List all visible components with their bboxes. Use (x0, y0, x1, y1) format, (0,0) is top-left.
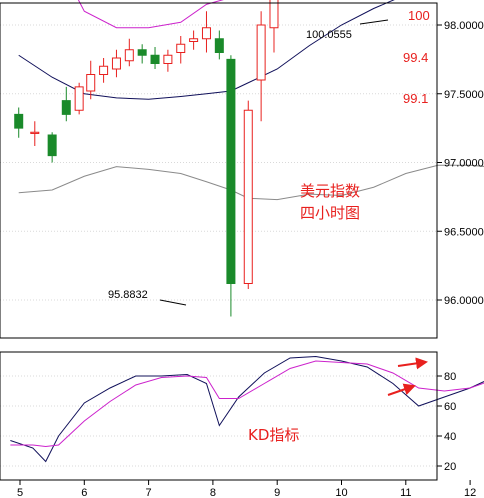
x-tick-label: 12 (464, 487, 476, 498)
low-value-label: 95.8832 (108, 289, 148, 301)
candle-body (61, 100, 71, 115)
kd-y-tick-label: 20 (444, 461, 456, 473)
chart-title-line-2: 四小时图 (300, 204, 360, 222)
kd-panel-frame (0, 351, 438, 481)
x-tick-label: 7 (146, 487, 152, 498)
upper-band-line (77, 0, 224, 29)
candle-body (214, 38, 224, 53)
candle-body (176, 43, 186, 53)
main-y-tick-label: 97.5000 (444, 89, 484, 101)
candle-body (150, 54, 160, 64)
kd-y-tick-label: 60 (444, 401, 456, 413)
candle-body (111, 57, 121, 70)
lower-band-line (18, 164, 484, 201)
candle-body (269, 0, 279, 29)
d-line (10, 360, 484, 448)
low-pointer-line (159, 299, 187, 306)
high-pointer-line (359, 19, 389, 25)
level-100-label: 100 (408, 8, 430, 23)
candle-body (201, 27, 211, 40)
x-tick-label: 5 (17, 487, 23, 498)
main-panel-grid (0, 24, 437, 301)
candle-body (124, 49, 134, 62)
kd-title: KD指标 (248, 426, 299, 444)
candle-body (14, 113, 24, 129)
kd-arrow-upper (397, 357, 428, 370)
main-y-tick-label: 98.0000 (444, 20, 484, 32)
analyst-markup (159, 19, 428, 396)
x-tick-label: 6 (81, 487, 87, 498)
candle-body (47, 134, 57, 157)
candle-body (256, 24, 266, 81)
x-tick-label: 9 (274, 487, 280, 498)
main-y-tick-label: 97.0000 (444, 158, 484, 170)
kd-y-tick-label: 80 (444, 371, 456, 383)
x-axis: 567891011121314 (17, 480, 476, 498)
x-tick-label: 10 (335, 487, 347, 498)
level-99-4-label: 99.4 (403, 50, 428, 65)
main-y-axis: 96.000096.500097.000097.500098.000098.50… (437, 20, 484, 307)
candle-body (30, 131, 40, 134)
x-tick-label: 11 (400, 487, 411, 498)
candle-body (99, 65, 109, 75)
candle-body (137, 49, 147, 56)
high-value-label: 100.0555 (306, 29, 352, 41)
candlesticks (14, 0, 279, 317)
candle-body (189, 38, 199, 42)
kd-panel-grid (0, 375, 437, 467)
candle-body (74, 86, 84, 111)
kd-y-tick-label: 40 (444, 431, 456, 443)
kd-lines (10, 355, 484, 463)
k-line (10, 355, 484, 463)
kd-arrow-lower (387, 383, 416, 396)
kd-y-axis: 20 40 60 80 (437, 371, 456, 473)
candle-body (226, 58, 236, 284)
x-tick-label: 8 (210, 487, 216, 498)
main-y-tick-label: 96.5000 (444, 226, 484, 238)
candle-body (243, 109, 253, 284)
main-y-tick-label: 96.0000 (444, 295, 484, 307)
main-panel-frame (0, 2, 438, 339)
candle-body (163, 54, 173, 64)
level-99-1-label: 99.1 (403, 91, 428, 106)
candle-body (86, 74, 96, 92)
chart-title-line-1: 美元指数 (300, 182, 360, 200)
